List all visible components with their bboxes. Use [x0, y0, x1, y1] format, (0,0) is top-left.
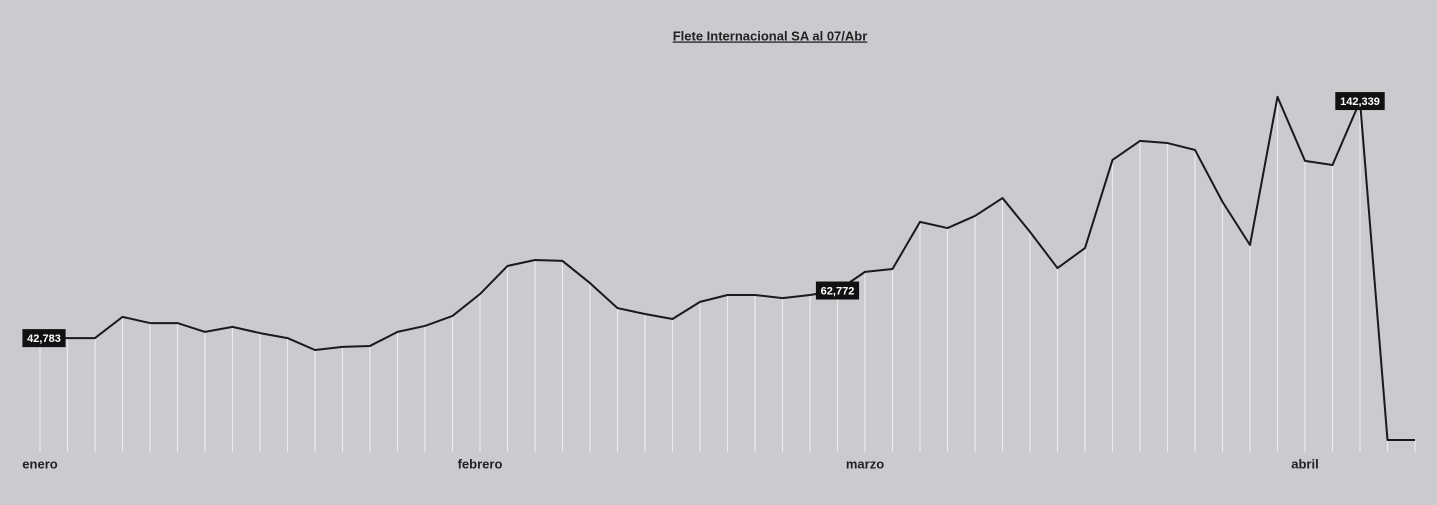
value-label-box — [22, 329, 66, 348]
x-tick-label: abril — [1291, 456, 1318, 471]
chart-title: Flete Internacional SA al 07/Abr — [673, 28, 868, 43]
value-label: 142,339 — [1340, 96, 1380, 108]
x-tick-label: enero — [22, 456, 57, 471]
value-label: 42,783 — [27, 333, 61, 345]
value-label-box — [1335, 92, 1385, 111]
value-label-box — [815, 281, 860, 300]
line — [39, 95, 1415, 441]
value-label: 62,772 — [821, 285, 855, 297]
x-tick-label: febrero — [458, 456, 503, 471]
x-tick-label: marzo — [846, 456, 884, 471]
